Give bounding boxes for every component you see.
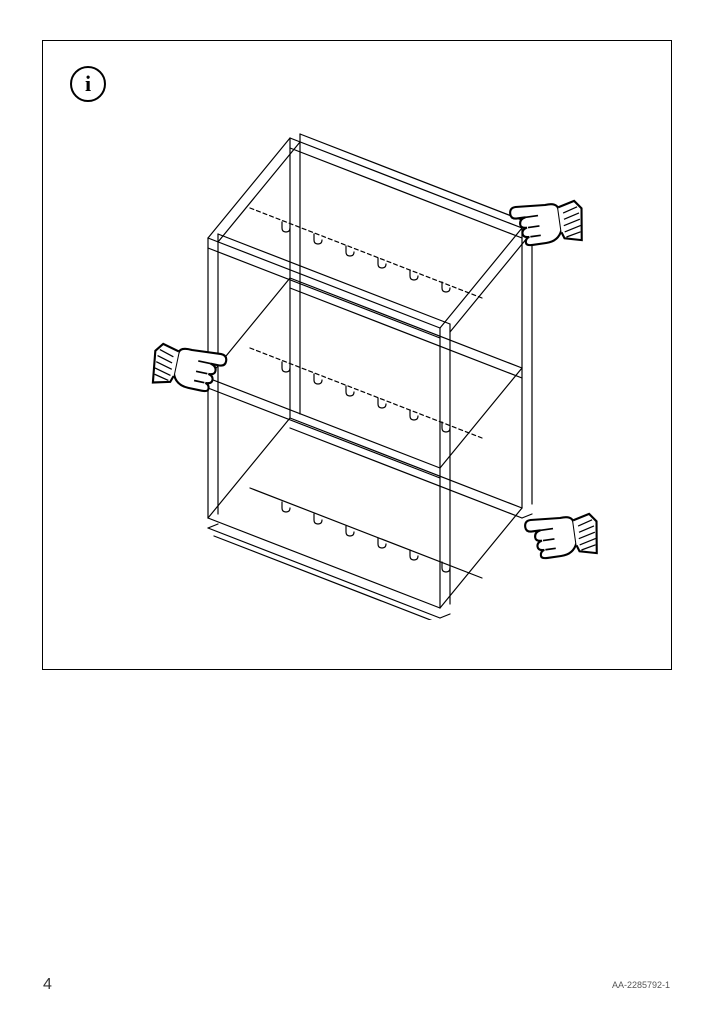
pointing-hand-icon	[149, 341, 228, 397]
pointing-hand-icon	[509, 198, 586, 250]
instruction-page: i	[0, 0, 714, 1012]
shelf-svg	[100, 90, 620, 620]
document-code: AA-2285792-1	[612, 980, 670, 990]
pointing-hand-icon	[524, 511, 601, 563]
page-number: 4	[43, 976, 52, 994]
info-glyph: i	[85, 71, 91, 97]
shelf-diagram	[100, 90, 620, 620]
